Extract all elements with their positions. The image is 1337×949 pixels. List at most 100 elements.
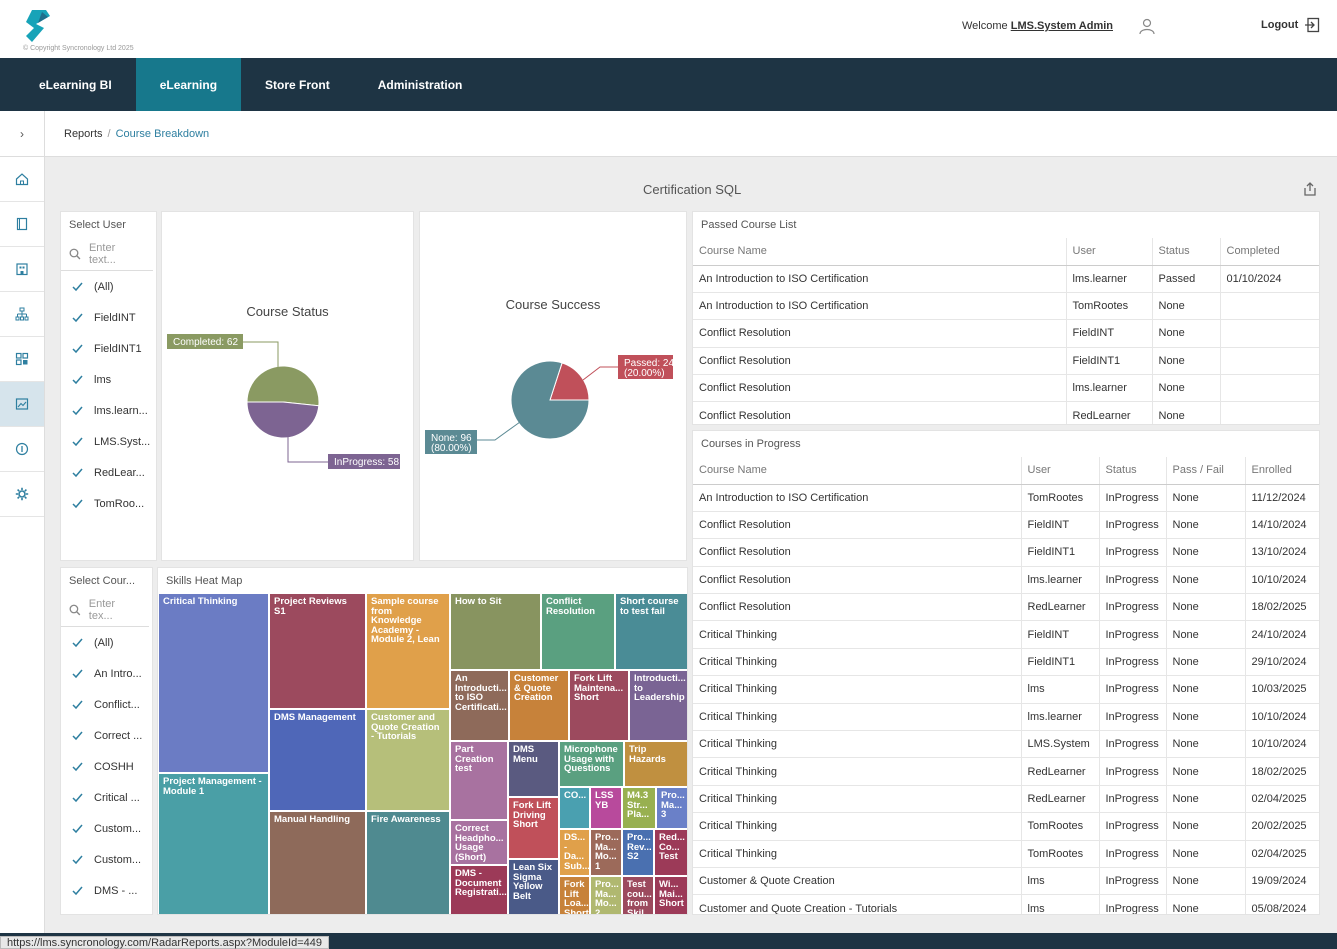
- heatmap-cell[interactable]: Project Management - Module 1: [158, 773, 269, 914]
- checkbox-checked-icon[interactable]: [71, 497, 84, 510]
- column-header[interactable]: Course Name: [693, 457, 1022, 485]
- heatmap-cell[interactable]: Correct Headpho... Usage (Short): [450, 820, 508, 865]
- heatmap-cell[interactable]: Fork Lift Loa... Short: [559, 876, 590, 914]
- user-filter-option[interactable]: lms: [61, 364, 156, 395]
- progress-table-row[interactable]: Critical Thinking FieldINT1 InProgress None…: [693, 648, 1319, 677]
- sidebar-item-dashboard[interactable]: [0, 337, 44, 382]
- progress-table-row[interactable]: Critical Thinking LMS.System InProgress Non…: [693, 730, 1319, 759]
- pie-slice[interactable]: [549, 362, 590, 401]
- pie-slice[interactable]: [246, 401, 320, 439]
- heatmap-cell[interactable]: Conflict Resolution: [541, 593, 615, 670]
- checkbox-checked-icon[interactable]: [71, 404, 84, 417]
- course-filter-option[interactable]: An Intro...: [61, 658, 152, 689]
- heatmap-cell[interactable]: Manual Handling: [269, 811, 366, 914]
- progress-table-row[interactable]: Conflict Resolution lms.learner InProgress…: [693, 566, 1319, 595]
- course-filter-option[interactable]: COSHH: [61, 751, 152, 782]
- course-filter-option[interactable]: DMS - ...: [61, 875, 152, 906]
- sidebar-item-info[interactable]: [0, 427, 44, 472]
- heatmap-cell[interactable]: Short course to test fail: [615, 593, 687, 670]
- tab-elearning[interactable]: eLearning: [135, 58, 242, 111]
- column-header[interactable]: Status: [1099, 457, 1167, 485]
- progress-table-row[interactable]: Critical Thinking TomRootes InProgress None…: [693, 840, 1319, 868]
- checkbox-checked-icon[interactable]: [71, 342, 84, 355]
- heatmap-cell[interactable]: Customer & Quote Creation: [509, 670, 569, 741]
- heatmap-cell[interactable]: Sample course from Knowledge Academy - M…: [366, 593, 450, 709]
- user-filter-option[interactable]: RedLear...: [61, 457, 156, 488]
- heatmap-cell[interactable]: An Introducti... to ISO Certificati...: [450, 670, 509, 741]
- heatmap-cell[interactable]: DMS Menu: [508, 741, 559, 797]
- user-filter-option[interactable]: FieldINT1: [61, 333, 156, 364]
- passed-table-row[interactable]: Conflict Resolution RedLearner None: [693, 401, 1319, 424]
- sidebar-item-reports[interactable]: [0, 382, 44, 427]
- progress-table-row[interactable]: Critical Thinking RedLearner InProgress Non…: [693, 757, 1319, 786]
- progress-table-row[interactable]: Critical Thinking RedLearner InProgress Non…: [693, 785, 1319, 814]
- progress-table-row[interactable]: Critical Thinking lms.learner InProgress No…: [693, 703, 1319, 732]
- progress-table-row[interactable]: Critical Thinking FieldINT InProgress None 2…: [693, 620, 1319, 649]
- column-header[interactable]: Course Name: [693, 238, 1067, 266]
- user-filter-option[interactable]: LMS.Syst...: [61, 426, 156, 457]
- progress-table-row[interactable]: Critical Thinking TomRootes InProgress None…: [693, 812, 1319, 841]
- course-filter-option[interactable]: Correct ...: [61, 720, 152, 751]
- checkbox-checked-icon[interactable]: [71, 698, 84, 711]
- heatmap-cell[interactable]: Lean Six Sigma Yellow Belt: [508, 859, 559, 914]
- heatmap-cell[interactable]: How to Sit: [450, 593, 541, 670]
- progress-table-row[interactable]: An Introduction to ISO Certification TomR…: [693, 484, 1319, 512]
- sidebar-toggle-button[interactable]: ›: [0, 111, 45, 157]
- checkbox-checked-icon[interactable]: [71, 435, 84, 448]
- sidebar-item-home[interactable]: [0, 157, 44, 202]
- passed-table-row[interactable]: Conflict Resolution FieldINT1 None: [693, 347, 1319, 376]
- passed-table-row[interactable]: Conflict Resolution lms.learner None: [693, 374, 1319, 403]
- course-filter-option[interactable]: Custom...: [61, 844, 152, 875]
- user-filter-search[interactable]: Enter text...: [61, 238, 153, 271]
- heatmap-cell[interactable]: DMS - Document Registrati...: [450, 865, 508, 914]
- sidebar-item-store[interactable]: [0, 247, 44, 292]
- heatmap-cell[interactable]: Customer and Quote Creation - Tutorials: [366, 709, 450, 811]
- column-header[interactable]: User: [1021, 457, 1100, 485]
- user-filter-option[interactable]: (All): [61, 271, 156, 302]
- progress-table-row[interactable]: Customer and Quote Creation - Tutorials l…: [693, 894, 1319, 914]
- column-header[interactable]: Status: [1152, 238, 1221, 266]
- progress-table-row[interactable]: Critical Thinking lms InProgress None 10/03/…: [693, 675, 1319, 704]
- heatmap-cell[interactable]: Test cou... from Skil...: [622, 876, 654, 914]
- user-filter-option[interactable]: FieldINT: [61, 302, 156, 333]
- checkbox-checked-icon[interactable]: [71, 311, 84, 324]
- pie-slice[interactable]: [246, 365, 320, 407]
- course-filter-search-input[interactable]: Enter tex...: [88, 598, 116, 622]
- sidebar-item-organisation[interactable]: [0, 292, 44, 337]
- logout-button[interactable]: Logout: [1261, 17, 1320, 33]
- breadcrumb-reports[interactable]: Reports: [64, 128, 103, 140]
- heatmap-cell[interactable]: DMS Management: [269, 709, 366, 811]
- username-link[interactable]: LMS.System Admin: [1010, 20, 1113, 32]
- passed-table-row[interactable]: Conflict Resolution FieldINT None: [693, 319, 1319, 348]
- heatmap-cell[interactable]: Red... Co... Test: [654, 829, 687, 876]
- checkbox-checked-icon[interactable]: [71, 760, 84, 773]
- heatmap-cell[interactable]: Introducti... to Leadership: [629, 670, 687, 741]
- checkbox-checked-icon[interactable]: [71, 822, 84, 835]
- heatmap-cell[interactable]: DS... - Da... Sub...: [559, 829, 590, 876]
- passed-table-row[interactable]: An Introduction to ISO Certification lms.…: [693, 265, 1319, 293]
- course-filter-option[interactable]: Custom...: [61, 813, 152, 844]
- course-filter-option[interactable]: Conflict...: [61, 689, 152, 720]
- column-header[interactable]: Completed: [1220, 238, 1319, 266]
- progress-table-row[interactable]: Conflict Resolution FieldINT1 InProgress No…: [693, 538, 1319, 567]
- progress-table-row[interactable]: Customer & Quote Creation lms InProgress No…: [693, 867, 1319, 896]
- tab-elearning-bi[interactable]: eLearning BI: [39, 77, 112, 92]
- progress-table-row[interactable]: Conflict Resolution RedLearner InProgress N…: [693, 593, 1319, 622]
- checkbox-checked-icon[interactable]: [71, 729, 84, 742]
- export-icon[interactable]: [1302, 181, 1318, 197]
- heatmap-cell[interactable]: CO...: [559, 787, 590, 829]
- heatmap-cell[interactable]: M4.3 Str... Pla...: [622, 787, 656, 829]
- checkbox-checked-icon[interactable]: [71, 853, 84, 866]
- checkbox-checked-icon[interactable]: [71, 373, 84, 386]
- user-filter-option[interactable]: lms.learn...: [61, 395, 156, 426]
- sidebar-item-courses[interactable]: [0, 202, 44, 247]
- checkbox-checked-icon[interactable]: [71, 636, 84, 649]
- course-filter-search[interactable]: Enter tex...: [61, 594, 149, 627]
- column-header[interactable]: Pass / Fail: [1166, 457, 1246, 485]
- tab-store-front[interactable]: Store Front: [265, 77, 330, 92]
- checkbox-checked-icon[interactable]: [71, 466, 84, 479]
- user-filter-option[interactable]: TomRoo...: [61, 488, 156, 519]
- user-profile-icon[interactable]: [1138, 17, 1156, 35]
- column-header[interactable]: Enrolled: [1245, 457, 1319, 485]
- progress-table-row[interactable]: Conflict Resolution FieldINT InProgress Non…: [693, 511, 1319, 540]
